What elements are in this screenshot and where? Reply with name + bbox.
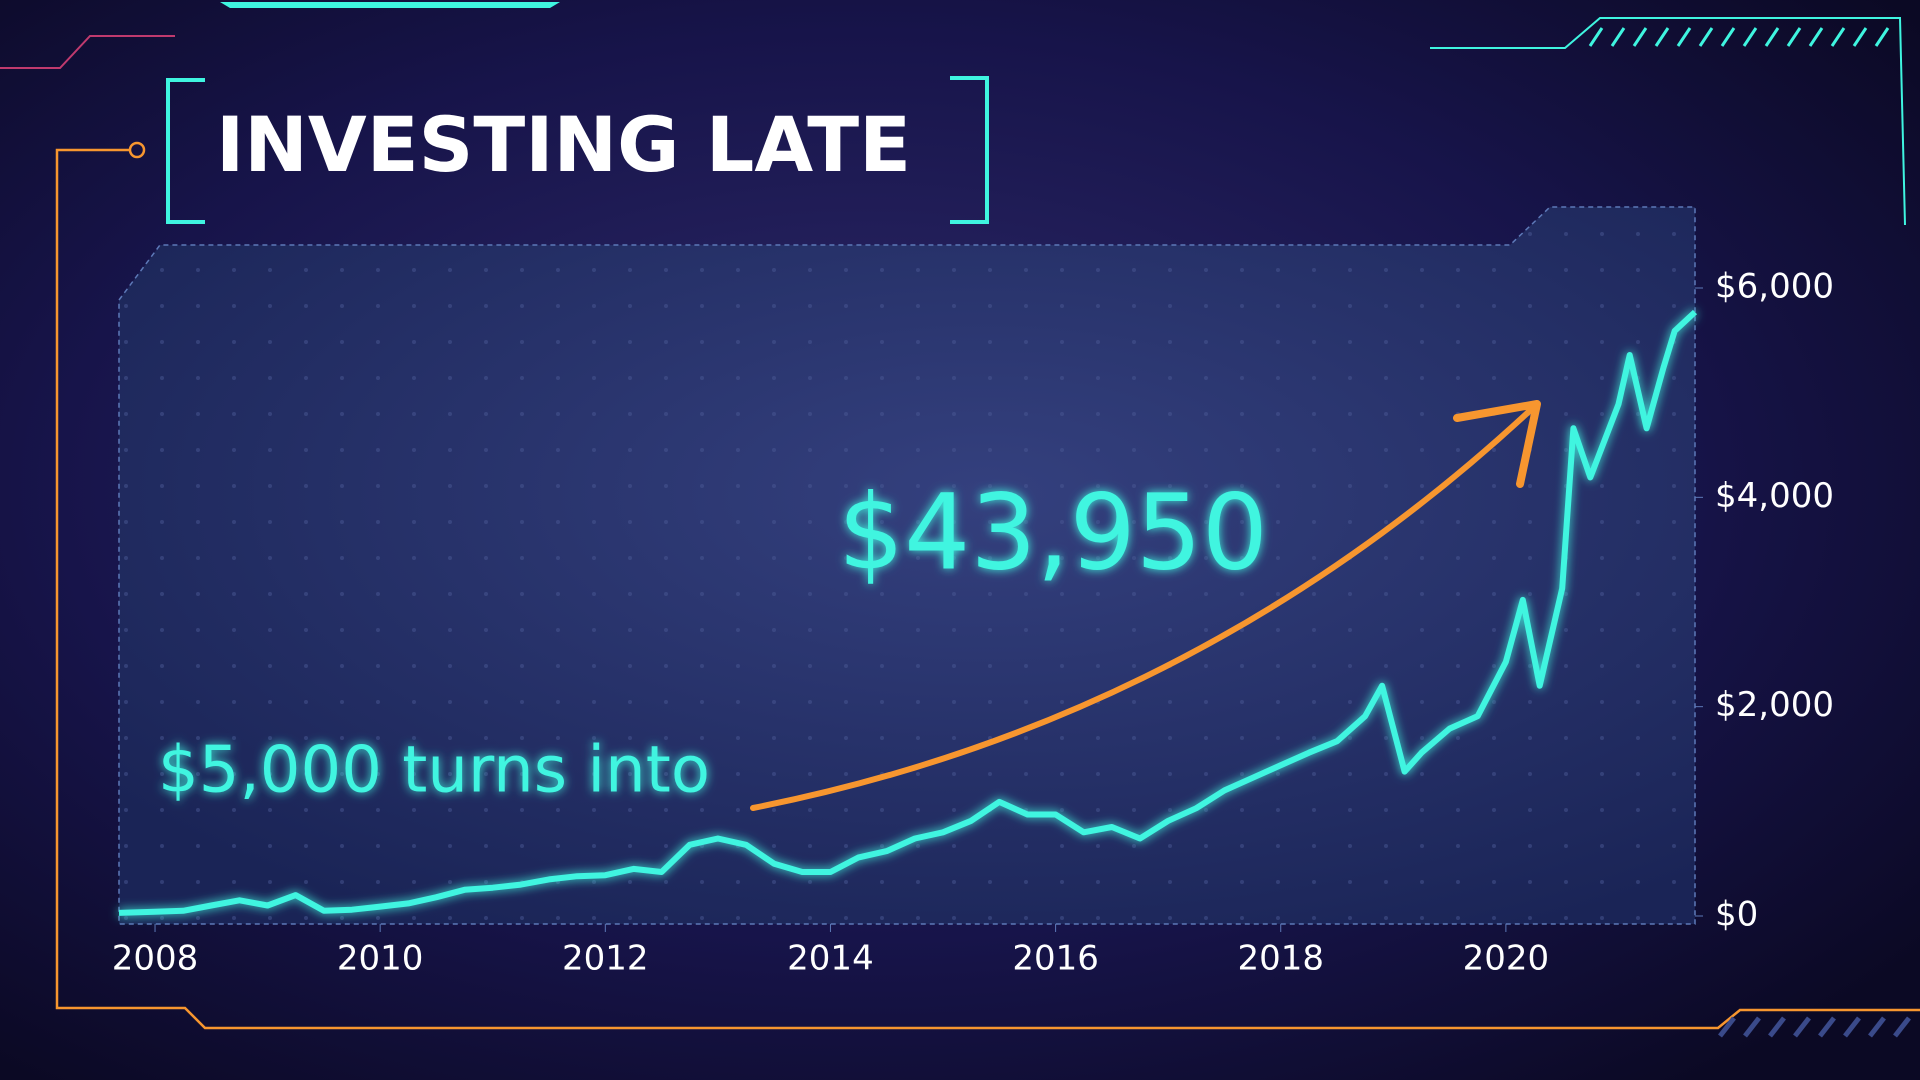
annotation-start: $5,000 turns into [158,734,710,808]
hatch [1588,27,1890,47]
annotation-total: $43,950 [838,471,1268,593]
hatch-bottom [1718,1016,1911,1038]
x-tick-label: 2014 [787,939,874,979]
y-tick-label: $2,000 [1715,685,1834,725]
decorations [0,2,1920,1038]
top-bar [220,2,560,8]
y-tick-label: $6,000 [1715,267,1834,307]
bracket-left [166,78,205,224]
y-tick-label: $0 [1715,895,1758,935]
x-tick-label: 2012 [562,939,649,979]
chart-title: INVESTING LATE [216,100,911,189]
line [118,309,1698,916]
arrow [750,401,1540,811]
orange-frame [55,148,1920,1030]
cyan-frame [1430,17,1906,226]
arrow-head [1453,400,1541,488]
x-tick-label: 2010 [337,939,424,979]
dot-grid [119,207,1695,924]
x-tick-label: 2020 [1463,939,1550,979]
x-tick-label: 2018 [1237,939,1324,979]
x-tick-label: 2008 [112,939,199,979]
y-tick-label: $4,000 [1715,476,1834,516]
pink-line [0,35,175,69]
frame-node [128,141,146,159]
bracket-right [950,76,989,224]
x-tick-label: 2016 [1012,939,1099,979]
